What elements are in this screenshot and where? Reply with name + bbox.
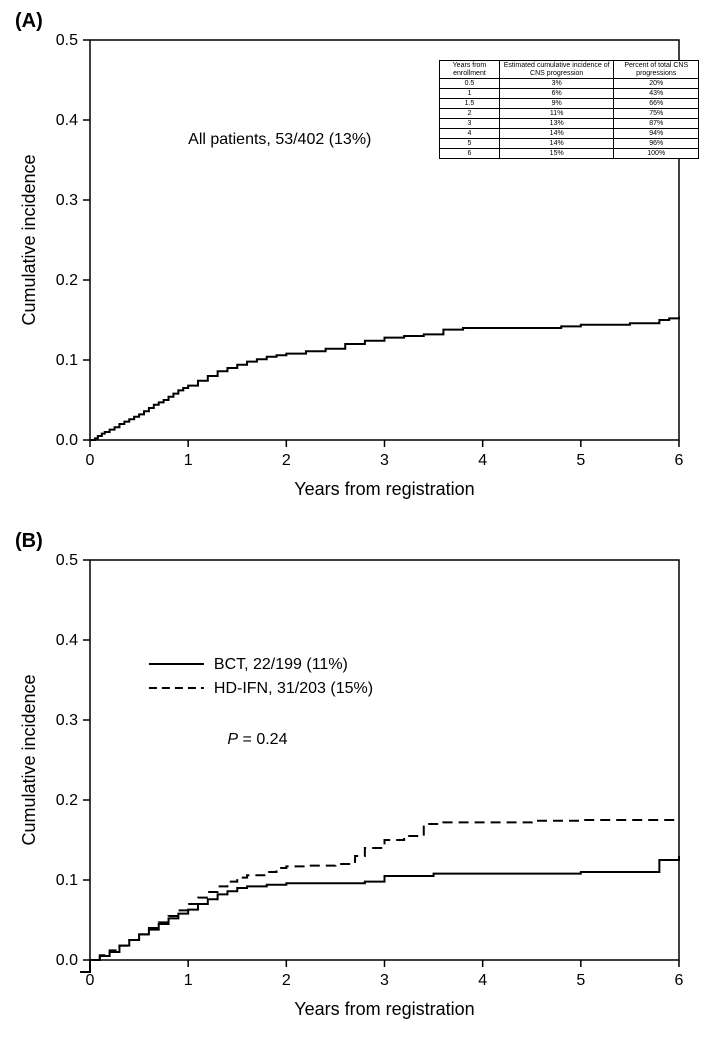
svg-text:2: 2: [282, 972, 291, 989]
panel-b-label: (B): [15, 530, 43, 553]
inset-cell: 14%: [499, 129, 614, 139]
svg-text:1: 1: [184, 972, 193, 989]
svg-text:0.4: 0.4: [56, 632, 78, 649]
inset-cell: 94%: [614, 129, 699, 139]
svg-text:0.1: 0.1: [56, 352, 78, 369]
inset-cell: 66%: [614, 99, 699, 109]
svg-text:4: 4: [478, 452, 487, 469]
inset-cell: 2: [440, 109, 500, 119]
inset-row: 0.53%20%: [440, 79, 699, 89]
inset-row: 414%94%: [440, 129, 699, 139]
inset-row: 615%100%: [440, 149, 699, 159]
inset-row: 211%75%: [440, 109, 699, 119]
svg-text:5: 5: [576, 452, 585, 469]
inset-cell: 1.5: [440, 99, 500, 109]
svg-text:All patients, 53/402 (13%): All patients, 53/402 (13%): [188, 131, 371, 148]
svg-text:5: 5: [576, 972, 585, 989]
svg-text:Years from registration: Years from registration: [294, 479, 474, 499]
svg-text:0.4: 0.4: [56, 112, 78, 129]
svg-text:0.2: 0.2: [56, 272, 78, 289]
inset-table: Years from enrollment Estimated cumulati…: [439, 60, 699, 159]
svg-text:0.0: 0.0: [56, 432, 78, 449]
inset-cell: 11%: [499, 109, 614, 119]
inset-cell: 1: [440, 89, 500, 99]
inset-col-2: Percent of total CNS progressions: [614, 61, 699, 79]
svg-text:Cumulative incidence: Cumulative incidence: [19, 154, 39, 325]
inset-col-0: Years from enrollment: [440, 61, 500, 79]
svg-text:HD-IFN, 31/203 (15%): HD-IFN, 31/203 (15%): [214, 680, 373, 697]
svg-text:3: 3: [380, 452, 389, 469]
inset-cell: 43%: [614, 89, 699, 99]
inset-cell: 0.5: [440, 79, 500, 89]
svg-text:2: 2: [282, 452, 291, 469]
panel-b: (B) 0 1 2 3 4 5 6 0.0 0.1 0.2 0.3 0.4 0.5 Years from …: [10, 530, 709, 1040]
svg-text:0.1: 0.1: [56, 872, 78, 889]
inset-cell: 100%: [614, 149, 699, 159]
svg-text:P = 0.24: P = 0.24: [227, 731, 287, 748]
inset-row: 514%96%: [440, 139, 699, 149]
inset-cell: 5: [440, 139, 500, 149]
svg-text:0.3: 0.3: [56, 712, 78, 729]
panel-a-label: (A): [15, 10, 43, 33]
inset-cell: 6%: [499, 89, 614, 99]
inset-cell: 9%: [499, 99, 614, 109]
svg-text:0: 0: [86, 972, 95, 989]
svg-text:0.0: 0.0: [56, 952, 78, 969]
inset-cell: 14%: [499, 139, 614, 149]
svg-text:0.5: 0.5: [56, 32, 78, 49]
inset-cell: 87%: [614, 119, 699, 129]
svg-text:1: 1: [184, 452, 193, 469]
inset-cell: 4: [440, 129, 500, 139]
svg-text:Cumulative incidence: Cumulative incidence: [19, 674, 39, 845]
inset-row: 313%87%: [440, 119, 699, 129]
svg-text:0: 0: [86, 452, 95, 469]
chart-b: 0 1 2 3 4 5 6 0.0 0.1 0.2 0.3 0.4 0.5 Years from regi…: [10, 530, 699, 1030]
inset-cell: 3: [440, 119, 500, 129]
inset-cell: 15%: [499, 149, 614, 159]
inset-col-1: Estimated cumulative incidence of CNS pr…: [499, 61, 614, 79]
inset-cell: 3%: [499, 79, 614, 89]
inset-row: 16%43%: [440, 89, 699, 99]
inset-cell: 96%: [614, 139, 699, 149]
panel-a: (A) 01234560.00.10.20.30.40.5Years from …: [10, 10, 709, 520]
svg-text:6: 6: [675, 452, 684, 469]
inset-cell: 6: [440, 149, 500, 159]
svg-text:0.5: 0.5: [56, 552, 78, 569]
inset-cell: 20%: [614, 79, 699, 89]
svg-text:Years from registration: Years from registration: [294, 999, 474, 1019]
svg-text:3: 3: [380, 972, 389, 989]
inset-cell: 75%: [614, 109, 699, 119]
inset-row: 1.59%66%: [440, 99, 699, 109]
svg-text:0.2: 0.2: [56, 792, 78, 809]
svg-text:BCT, 22/199 (11%): BCT, 22/199 (11%): [214, 656, 348, 673]
svg-text:0.3: 0.3: [56, 192, 78, 209]
svg-text:4: 4: [478, 972, 487, 989]
inset-cell: 13%: [499, 119, 614, 129]
svg-text:6: 6: [675, 972, 684, 989]
